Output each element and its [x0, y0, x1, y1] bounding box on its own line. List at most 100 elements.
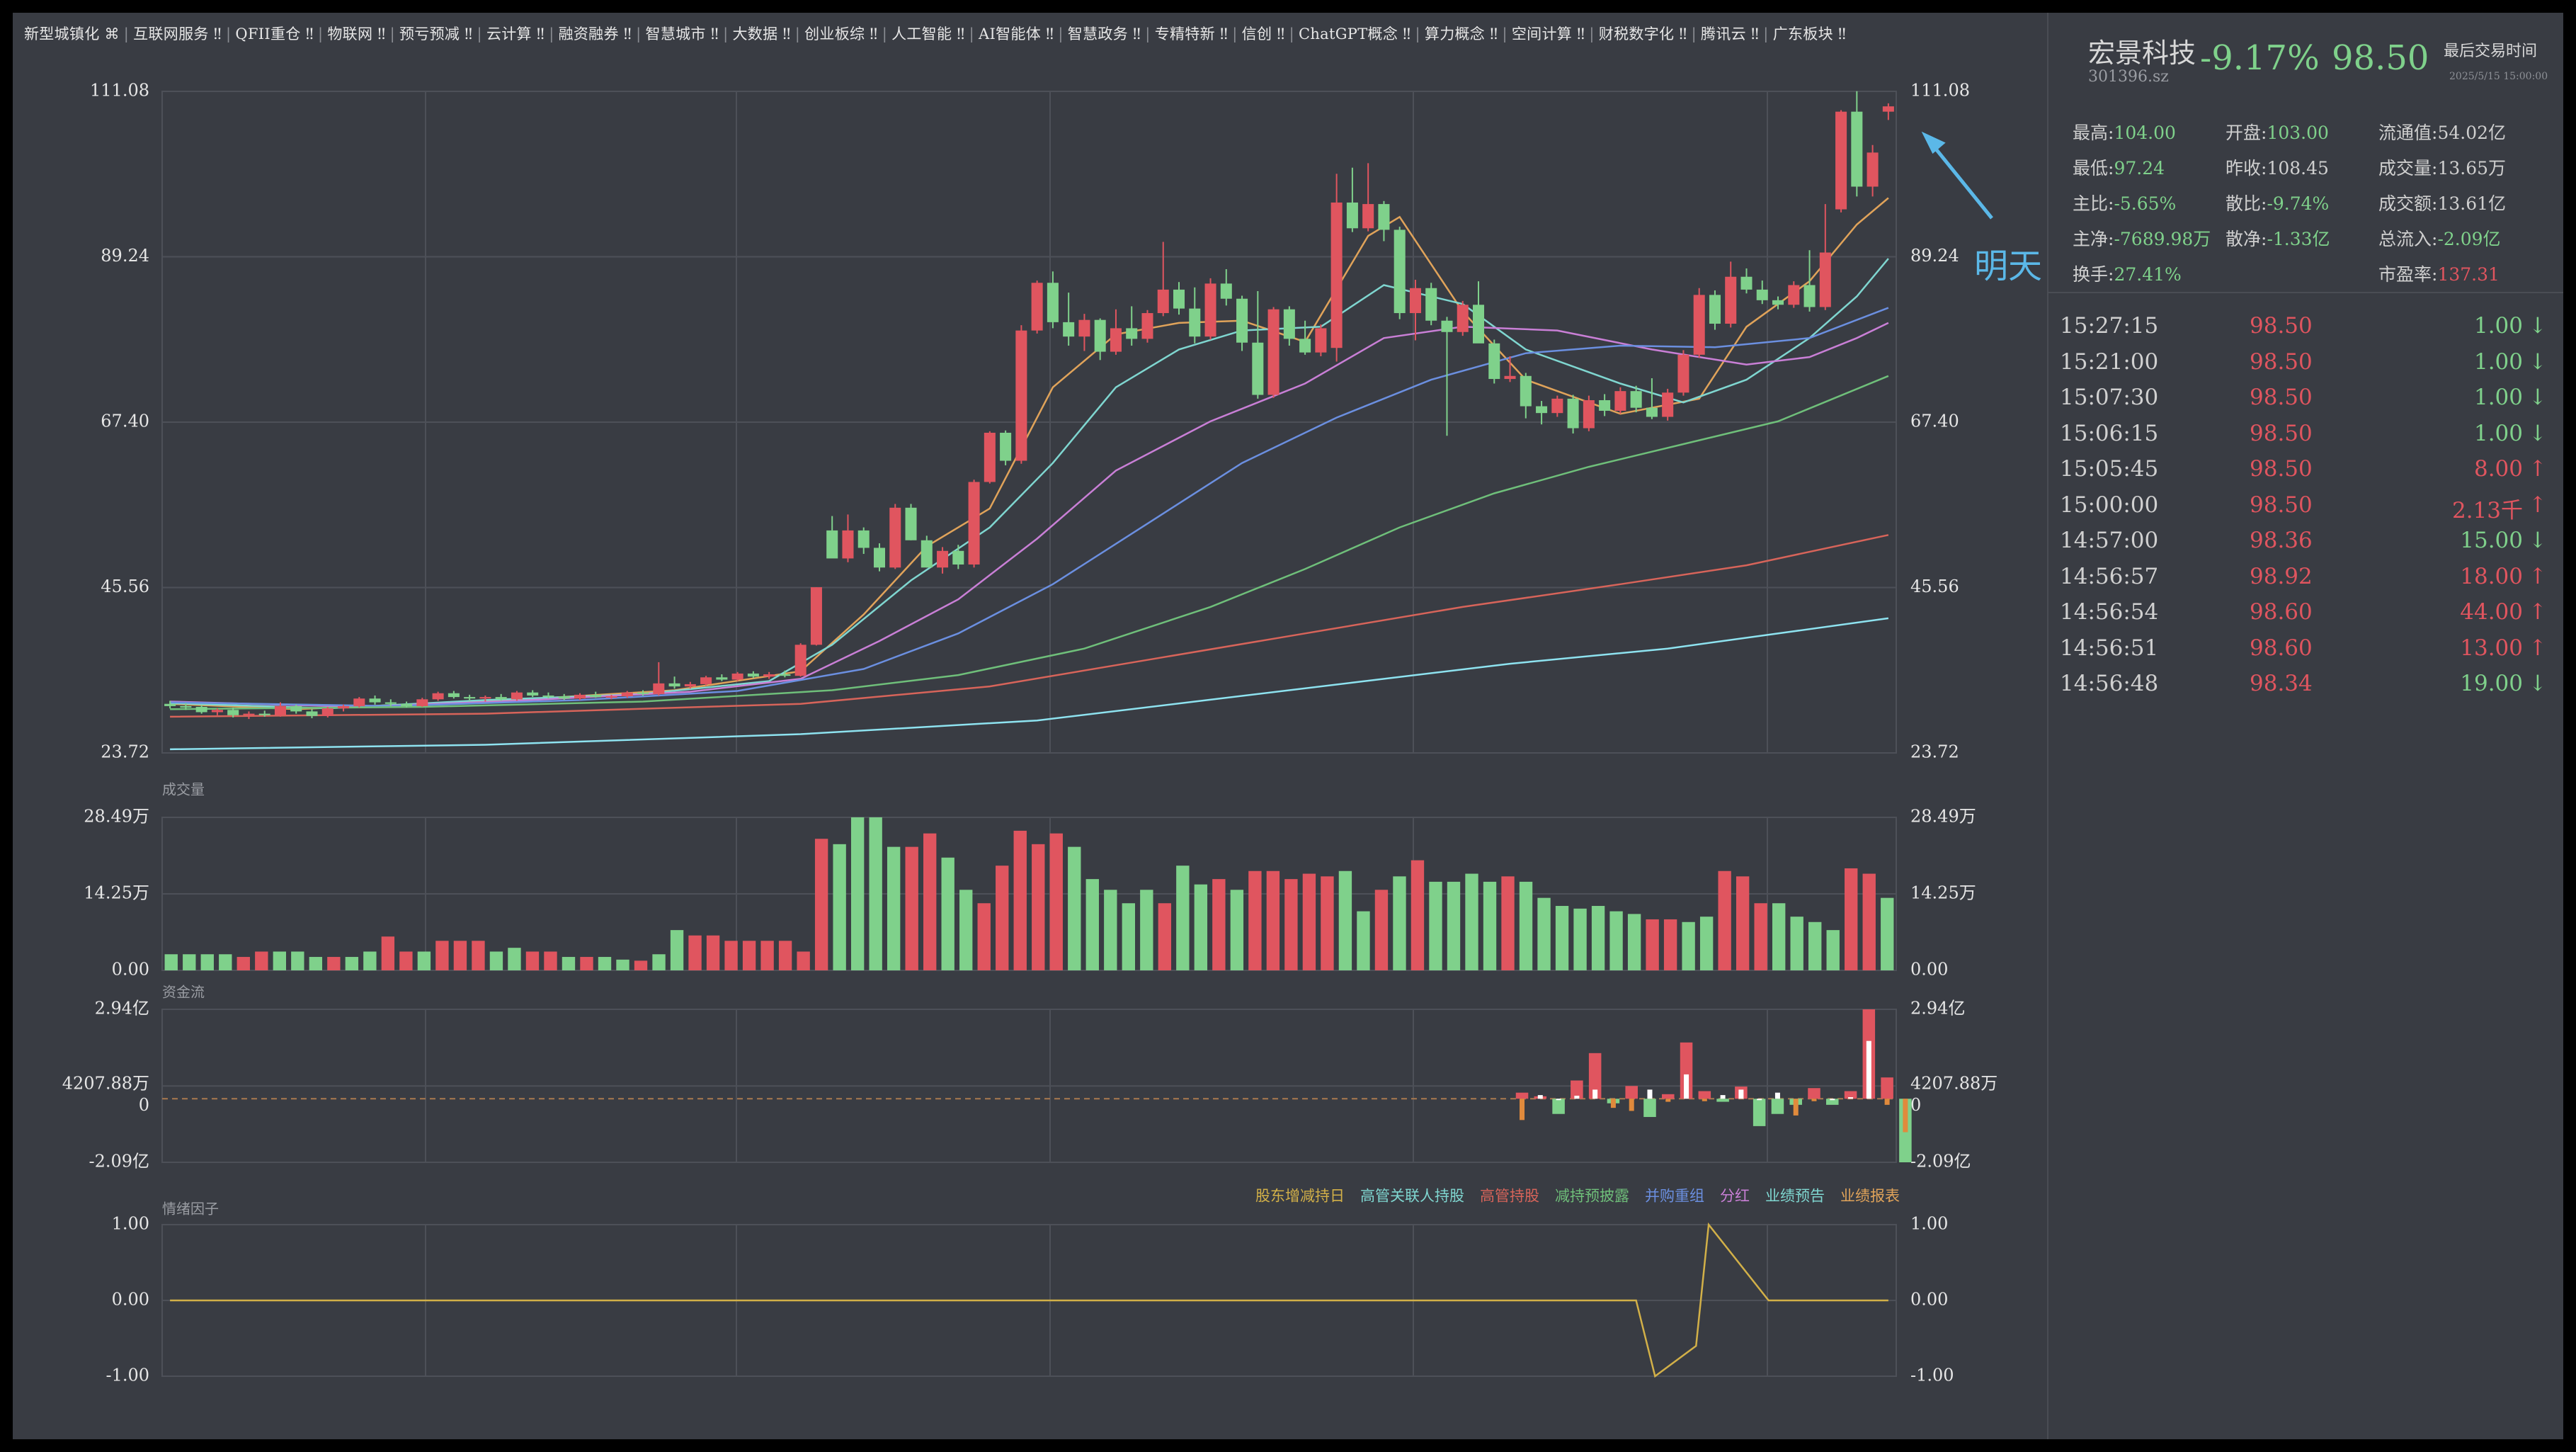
volume-bar [200, 954, 214, 970]
tick-direction-icon: ↑ [2529, 635, 2547, 661]
tick-direction-icon: ↓ [2529, 348, 2547, 375]
y-tick-label: -1.00 [106, 1366, 149, 1385]
volume-bar [688, 935, 702, 970]
ma-line-ma20 [170, 322, 1889, 708]
candle [1472, 305, 1485, 344]
concept-tag[interactable]: 人工智能 ‼ [891, 25, 965, 42]
tick-time: 14:56:48 [2060, 671, 2159, 696]
candle [1315, 328, 1327, 353]
volume-bar [1212, 879, 1226, 970]
volume-bar [996, 866, 1009, 970]
candle [1662, 392, 1674, 417]
arrow-shaft [1927, 139, 1993, 220]
volume-bar [1862, 873, 1876, 970]
stat-label: 成交额: [2378, 193, 2438, 214]
tick-price: 98.34 [2250, 671, 2313, 696]
tick-price: 98.50 [2250, 313, 2313, 339]
candle [747, 673, 759, 677]
concept-tag[interactable]: 融资融券 ‼ [558, 25, 632, 42]
candle [810, 587, 822, 645]
stat-label: 散比: [2225, 193, 2267, 214]
quote-stat: 成交量:13.65万 [2378, 154, 2506, 180]
concept-tag[interactable]: QFII重仓 ‼ [235, 25, 314, 42]
panel-divider [2048, 292, 2563, 293]
tick-time: 15:27:15 [2060, 313, 2159, 339]
fundflow-bar-retail [1757, 1099, 1762, 1101]
tick-direction-icon: ↓ [2529, 420, 2547, 446]
volume-bar [887, 846, 901, 970]
tag-separator: | [1058, 25, 1064, 42]
candle [290, 705, 302, 712]
ma-line-ma10 [170, 258, 1889, 710]
tick-row: 15:21:00 98.50 1.00 ↓ [2060, 349, 2548, 382]
candle [306, 711, 318, 716]
candle [1583, 399, 1595, 429]
stat-value: -9.74% [2267, 193, 2330, 214]
fundflow-bar-retail [1884, 1099, 1890, 1105]
concept-tag[interactable]: AI智能体 ‼ [979, 25, 1054, 42]
candle [1772, 300, 1784, 305]
tick-direction-icon: ↓ [2529, 313, 2547, 339]
concept-tag[interactable]: 新型城镇化 ⌘ [24, 25, 120, 42]
tick-direction-icon: ↑ [2529, 492, 2547, 518]
volume-bar [1573, 908, 1587, 970]
candle [211, 710, 223, 713]
concept-tag[interactable]: 空间计算 ‼ [1511, 25, 1585, 42]
volume-bar [1357, 911, 1370, 970]
y-tick-label-right: 2.94亿 [1910, 999, 1965, 1019]
stat-label: 最高: [2073, 123, 2114, 143]
concept-tag[interactable]: 物联网 ‼ [327, 25, 386, 42]
fundflow-bar-retail [1574, 1095, 1580, 1099]
concept-tag[interactable]: 广东板块 ‼ [1772, 25, 1847, 42]
concept-tag[interactable]: 信创 ‼ [1241, 25, 1285, 42]
candle [1630, 391, 1642, 408]
ma-line-ma60 [170, 375, 1889, 710]
concept-tag[interactable]: 财税数字化 ‼ [1598, 25, 1687, 42]
concept-tag[interactable]: 算力概念 ‼ [1424, 25, 1498, 42]
tick-direction-icon: ↓ [2529, 528, 2547, 553]
volume-bar [1068, 846, 1081, 970]
fundflow-bar-retail [1647, 1089, 1653, 1099]
candle [1851, 111, 1863, 187]
candle [1330, 202, 1343, 348]
candle [1031, 283, 1043, 331]
y-tick-label-right: 1.00 [1910, 1214, 1948, 1234]
concept-tag[interactable]: 专精特新 ‼ [1154, 25, 1229, 42]
tick-time: 14:56:54 [2060, 599, 2159, 625]
candle [1189, 308, 1201, 337]
concept-tag[interactable]: ChatGPT概念 ‼ [1298, 25, 1411, 42]
candle [1504, 375, 1516, 380]
candle [984, 432, 996, 482]
y-tick-label: 111.08 [90, 81, 149, 101]
tag-separator: | [969, 25, 975, 42]
volume-bar [1845, 868, 1858, 970]
concept-tag[interactable]: 预亏预减 ‼ [399, 25, 473, 42]
volume-bar [652, 954, 666, 970]
tick-row: 14:56:54 98.60 44.00 ↑ [2060, 599, 2548, 632]
candle [731, 673, 743, 680]
chart-canvas: 111.08 111.08 89.24 89.24 67.40 67.40 45.56 45.… [62, 81, 1998, 1385]
stat-value: 104.00 [2114, 123, 2176, 143]
concept-tag[interactable]: 互联网服务 ‼ [133, 25, 222, 42]
concept-tag[interactable]: 腾讯云 ‼ [1701, 25, 1760, 42]
volume-bar [1429, 881, 1442, 970]
tick-direction-icon: ↑ [2529, 599, 2547, 625]
concept-tag[interactable]: 大数据 ‼ [732, 25, 791, 42]
candle [464, 697, 476, 699]
stat-label: 市盈率: [2378, 264, 2438, 285]
volume-bar [1537, 897, 1551, 970]
volume-bar [1808, 921, 1822, 970]
stat-label: 散净: [2225, 229, 2267, 249]
fundflow-bar-main [1698, 1091, 1711, 1099]
fundflow-bar-retail [1793, 1099, 1799, 1116]
panel-title: 情绪因子 [162, 1201, 219, 1218]
concept-tag[interactable]: 创业板综 ‼ [804, 25, 878, 42]
y-tick-label-right: 67.40 [1910, 412, 1959, 431]
ma-line-ma5 [170, 197, 1889, 710]
candle [353, 698, 365, 706]
concept-tag[interactable]: 云计算 ‼ [486, 25, 545, 42]
volume-bar [508, 948, 521, 970]
concept-tag[interactable]: 智慧城市 ‼ [645, 25, 719, 42]
volume-bar [1266, 870, 1280, 970]
concept-tag[interactable]: 智慧政务 ‼ [1067, 25, 1141, 42]
